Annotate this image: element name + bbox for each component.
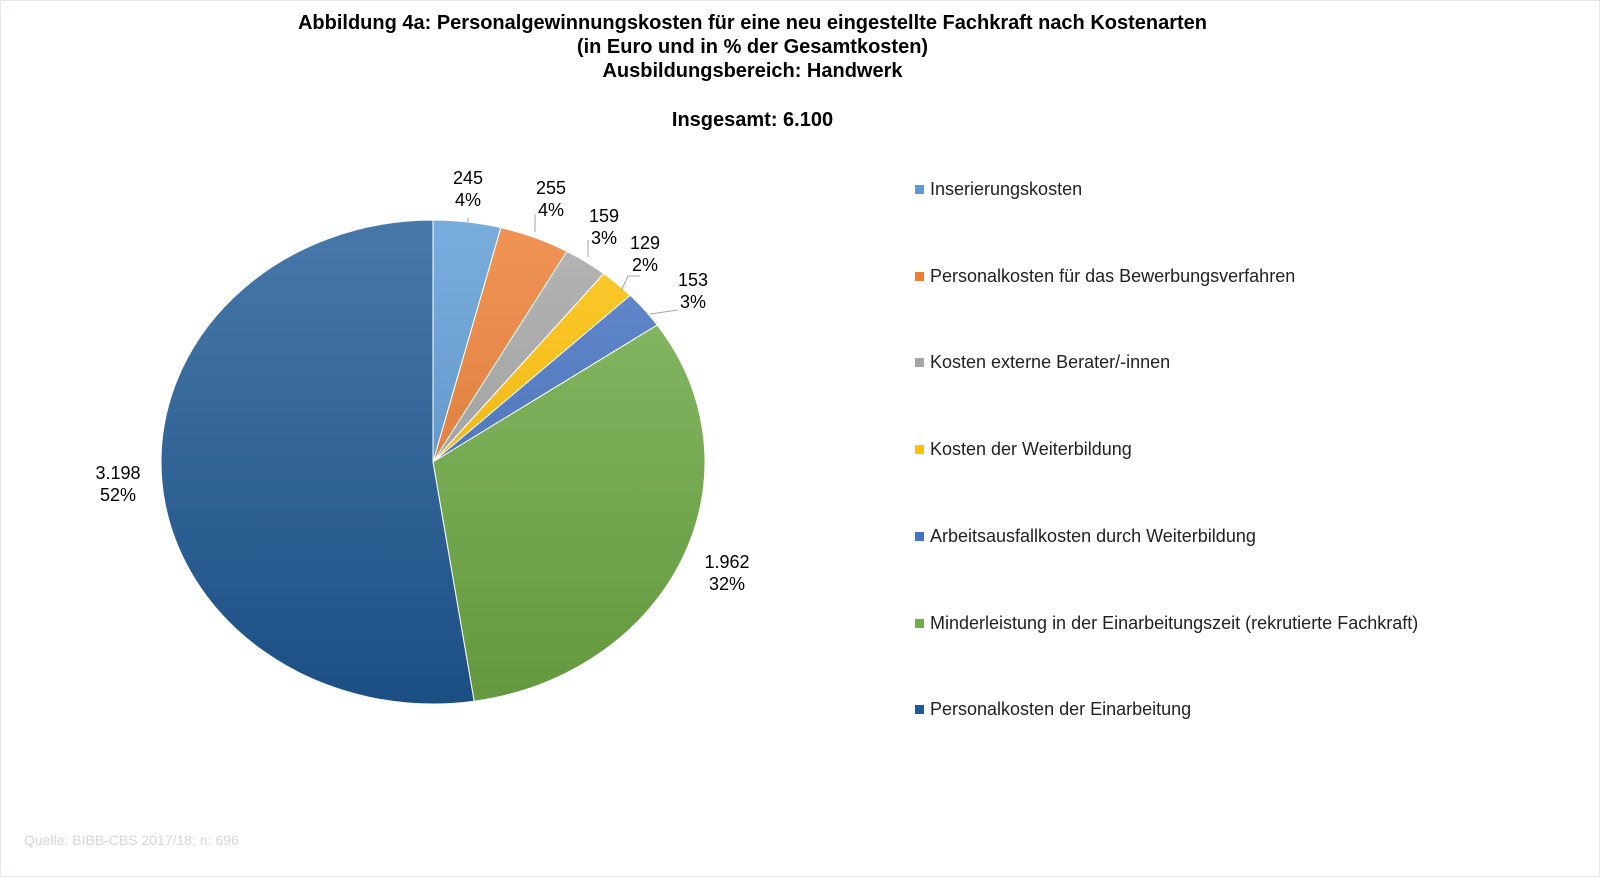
leader-line-4: [620, 275, 640, 292]
pie-slice-7: [160, 219, 475, 705]
legend-label: Kosten der Weiterbildung: [930, 439, 1132, 460]
data-label-6: 1.962 32%: [687, 551, 767, 595]
data-label-percent: 32%: [708, 574, 746, 594]
legend-label: Minderleistung in der Einarbeitungszeit …: [930, 612, 1419, 633]
data-label-value: 3.198: [95, 463, 141, 483]
pie-slice-6: [432, 324, 706, 702]
legend-item-7: Personalkosten der Einarbeitung: [915, 699, 1191, 720]
data-label-percent: 3%: [679, 292, 706, 312]
legend-swatch: [915, 271, 924, 281]
data-label-value: 159: [588, 206, 620, 226]
chart-title-line-3: Ausbildungsbereich: Handwerk: [602, 60, 903, 82]
legend-swatch: [915, 705, 924, 715]
data-label-2: 255 4%: [511, 177, 591, 221]
legend-swatch: [915, 531, 924, 541]
legend-item-6: Minderleistung in der Einarbeitungszeit …: [915, 613, 1418, 634]
legend-swatch: [915, 445, 924, 455]
data-label-value: 255: [535, 178, 567, 198]
legend-swatch: [915, 185, 924, 194]
legend-item-4: Kosten der Weiterbildung: [915, 439, 1132, 460]
legend-swatch: [915, 618, 924, 628]
chart-subtitle: Insgesamt: 6.100: [671, 109, 834, 131]
data-label-4: 129 2%: [605, 232, 685, 276]
legend-item-3: Kosten externe Berater/-innen: [915, 352, 1170, 373]
data-label-percent: 52%: [99, 485, 137, 505]
chart-title-line-1: Abbildung 4a: Personalgewinnungskosten f…: [297, 12, 1208, 34]
data-label-percent: 4%: [537, 200, 564, 220]
data-label-value: 245: [452, 168, 484, 188]
legend-item-2: Personalkosten für das Bewerbungsverfahr…: [915, 266, 1295, 287]
legend-item-1: Inserierungskosten: [915, 179, 1082, 200]
legend-swatch: [915, 358, 924, 368]
chart-title-line-2: (in Euro und in % der Gesamtkosten): [576, 36, 929, 58]
source-note: Quelle: BIBB-CBS 2017/18; n: 696: [24, 832, 239, 848]
data-label-value: 129: [629, 233, 661, 253]
legend-label: Personalkosten der Einarbeitung: [930, 699, 1192, 720]
data-label-percent: 4%: [454, 190, 481, 210]
data-label-7: 3.198 52%: [78, 462, 158, 506]
data-label-3: 159 3%: [564, 205, 644, 249]
data-label-value: 1.962: [704, 552, 750, 572]
legend-label: Kosten externe Berater/-innen: [930, 352, 1171, 373]
data-label-value: 153: [677, 270, 709, 290]
leader-line-5: [649, 309, 679, 315]
legend-label: Arbeitsausfallkosten durch Weiterbildung: [930, 525, 1256, 546]
data-label-percent: 3%: [590, 228, 617, 248]
legend-item-5: Arbeitsausfallkosten durch Weiterbildung: [915, 526, 1256, 547]
data-label-5: 153 3%: [653, 269, 733, 313]
legend-label: Inserierungskosten: [930, 179, 1083, 199]
data-label-percent: 2%: [631, 255, 658, 275]
data-label-1: 245 4%: [428, 167, 508, 211]
legend-label: Personalkosten für das Bewerbungsverfahr…: [930, 265, 1296, 286]
